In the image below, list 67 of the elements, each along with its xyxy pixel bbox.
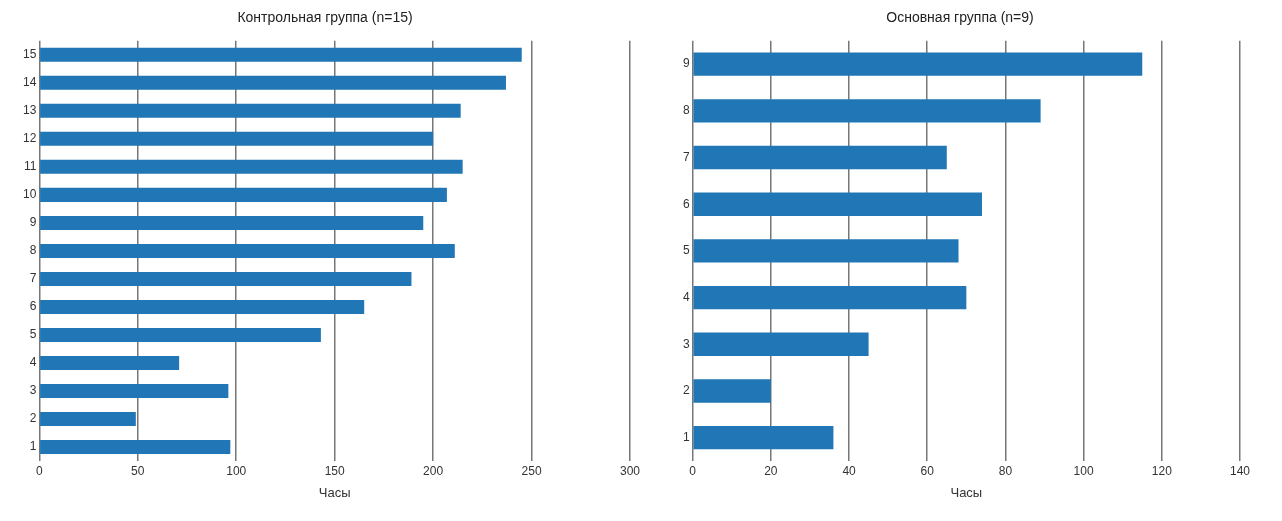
bar bbox=[40, 327, 321, 342]
x-tick-label: 300 bbox=[619, 463, 641, 478]
bar bbox=[693, 145, 947, 170]
bar bbox=[40, 439, 231, 454]
y-tick-label: 4 bbox=[29, 355, 37, 370]
x-axis-title: Часы bbox=[318, 484, 351, 500]
bar bbox=[40, 47, 522, 62]
y-tick-label: 2 bbox=[682, 383, 690, 398]
bar bbox=[40, 243, 455, 258]
y-tick-label: 10 bbox=[22, 187, 37, 202]
bar bbox=[40, 131, 434, 146]
bar bbox=[40, 299, 365, 314]
bar bbox=[693, 332, 869, 356]
x-tick-label: 80 bbox=[998, 463, 1013, 478]
y-tick-label: 15 bbox=[22, 47, 37, 62]
bar bbox=[40, 103, 461, 118]
x-tick-label: 60 bbox=[920, 463, 935, 478]
x-tick-label: 120 bbox=[1151, 463, 1173, 478]
x-tick-label: 40 bbox=[842, 463, 857, 478]
y-tick-label: 7 bbox=[682, 149, 690, 164]
y-tick-label: 3 bbox=[682, 336, 690, 351]
chart-title: Основная группа (n=9) bbox=[886, 9, 1034, 26]
bar bbox=[693, 239, 959, 263]
bar bbox=[40, 411, 136, 426]
bar bbox=[40, 383, 229, 398]
y-tick-label: 13 bbox=[22, 103, 37, 118]
y-tick-label: 8 bbox=[682, 103, 690, 118]
bar bbox=[693, 52, 1143, 76]
bar bbox=[40, 187, 447, 202]
x-tick-label: 150 bbox=[324, 463, 346, 478]
bar bbox=[693, 425, 834, 450]
y-tick-label: 4 bbox=[682, 289, 690, 304]
y-tick-label: 9 bbox=[29, 215, 37, 230]
chart-title: Контрольная группа (n=15) bbox=[237, 9, 413, 26]
y-tick-label: 5 bbox=[682, 243, 690, 258]
bar bbox=[693, 192, 982, 216]
x-tick-label: 100 bbox=[1073, 463, 1094, 478]
bar bbox=[40, 271, 412, 286]
x-tick-label: 0 bbox=[36, 463, 43, 478]
x-axis-title: Часы bbox=[950, 484, 983, 500]
x-tick-label: 100 bbox=[226, 463, 247, 478]
y-tick-label: 8 bbox=[29, 243, 37, 258]
bar bbox=[40, 355, 180, 370]
y-tick-label: 1 bbox=[29, 439, 37, 454]
x-tick-label: 250 bbox=[521, 463, 542, 478]
y-tick-label: 14 bbox=[22, 75, 37, 90]
y-tick-label: 12 bbox=[22, 131, 37, 146]
y-tick-label: 6 bbox=[29, 299, 37, 314]
bar bbox=[693, 99, 1041, 123]
y-tick-label: 11 bbox=[23, 159, 37, 174]
y-tick-label: 1 bbox=[682, 429, 690, 444]
x-tick-label: 50 bbox=[131, 463, 145, 478]
y-tick-label: 3 bbox=[29, 383, 37, 398]
bar bbox=[40, 215, 424, 230]
y-tick-label: 9 bbox=[682, 56, 690, 71]
y-tick-label: 6 bbox=[682, 196, 690, 211]
y-tick-label: 7 bbox=[29, 271, 37, 286]
x-tick-label: 0 bbox=[689, 463, 697, 478]
bar bbox=[40, 159, 463, 174]
x-tick-label: 20 bbox=[764, 463, 778, 478]
bar bbox=[693, 379, 771, 403]
x-tick-label: 140 bbox=[1229, 463, 1251, 478]
x-tick-label: 200 bbox=[423, 463, 444, 478]
bar bbox=[693, 285, 967, 310]
y-tick-label: 5 bbox=[29, 327, 37, 342]
bar bbox=[40, 75, 506, 90]
y-tick-label: 2 bbox=[29, 411, 37, 426]
